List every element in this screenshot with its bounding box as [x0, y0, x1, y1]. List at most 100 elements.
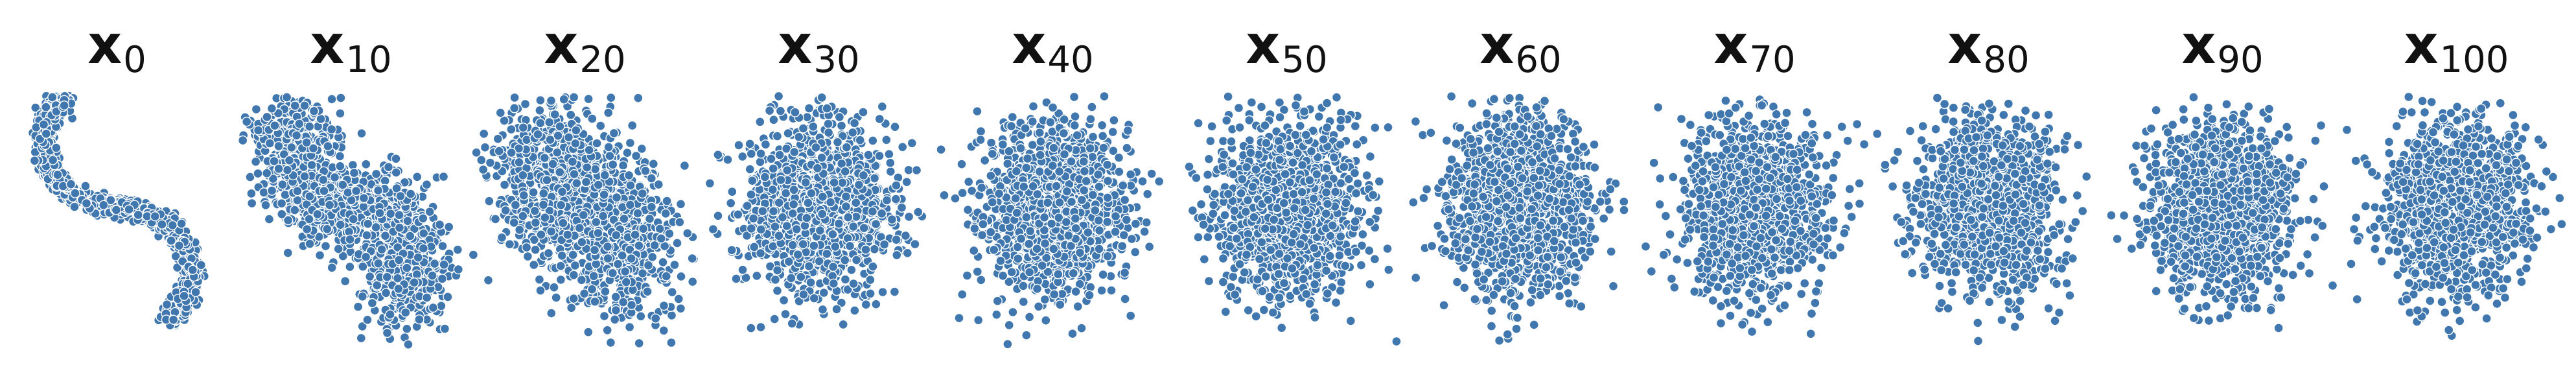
sample-point	[627, 120, 638, 131]
sample-point	[555, 200, 566, 211]
sample-point	[518, 123, 529, 133]
sample-point	[552, 147, 563, 158]
sample-point	[568, 270, 579, 280]
sample-point	[247, 198, 257, 209]
sample-point	[106, 195, 116, 206]
sample-point	[622, 147, 632, 158]
sample-point	[679, 160, 690, 171]
sample-point	[578, 209, 589, 220]
sample-point	[593, 228, 603, 239]
sample-point	[493, 134, 503, 144]
sample-point	[334, 151, 345, 161]
sample-point	[521, 242, 532, 253]
sample-point	[349, 167, 360, 178]
sample-point	[570, 260, 581, 271]
sample-point	[394, 222, 405, 233]
sample-point	[427, 270, 437, 281]
sample-point	[373, 185, 384, 196]
sample-point	[675, 303, 686, 314]
sample-point	[327, 94, 337, 104]
sample-point	[518, 211, 528, 221]
sample-point	[393, 255, 404, 265]
sample-point	[542, 175, 552, 185]
sample-point	[373, 258, 384, 268]
sample-point	[314, 250, 325, 261]
sample-point	[861, 300, 872, 310]
sample-point	[521, 134, 532, 145]
sample-point	[506, 147, 516, 158]
sample-point	[304, 214, 314, 224]
sample-point	[262, 112, 272, 123]
scatter-plot	[27, 91, 209, 331]
sample-point	[392, 273, 403, 283]
sample-point	[557, 187, 568, 197]
sample-point	[41, 128, 52, 139]
sample-point	[539, 188, 549, 199]
sample-point	[509, 217, 519, 228]
sample-point	[687, 253, 697, 264]
sample-point	[81, 198, 92, 209]
sample-point	[282, 165, 293, 175]
sample-point	[787, 318, 797, 329]
sample-point	[591, 217, 601, 228]
sample-point	[555, 274, 566, 285]
sample-point	[611, 230, 621, 241]
sample-point	[574, 222, 585, 233]
sample-point	[605, 150, 615, 161]
sample-point	[292, 185, 303, 196]
step-panel: x30	[702, 0, 936, 378]
sample-point	[506, 124, 516, 135]
sample-point	[569, 169, 579, 180]
sample-point	[329, 172, 340, 183]
sample-point	[571, 125, 581, 136]
sample-point	[409, 278, 419, 288]
sample-point	[490, 214, 501, 224]
sample-point	[631, 150, 642, 161]
sample-point	[434, 219, 445, 230]
sample-point	[499, 180, 510, 190]
panel-title: x10	[234, 14, 468, 81]
sample-point	[741, 230, 752, 241]
sample-point	[322, 224, 332, 235]
sample-point	[305, 191, 315, 202]
sample-point	[277, 179, 288, 190]
sample-point	[494, 146, 504, 156]
sample-point	[259, 187, 269, 198]
sample-point	[602, 325, 612, 335]
sample-point	[382, 272, 393, 282]
sample-point	[646, 202, 657, 212]
sample-point	[546, 308, 557, 318]
sample-point	[581, 176, 592, 187]
sample-point	[320, 241, 331, 252]
sample-point	[636, 143, 647, 154]
sample-point	[358, 261, 368, 272]
sample-point	[662, 196, 672, 206]
sample-point	[675, 217, 685, 228]
sample-point	[439, 324, 450, 334]
sample-point	[437, 274, 448, 284]
sample-point	[509, 92, 520, 103]
sample-point	[644, 213, 655, 224]
sample-point	[625, 200, 636, 210]
sample-point	[530, 217, 541, 228]
sample-point	[318, 174, 329, 185]
sample-point	[530, 244, 540, 255]
sample-point	[191, 287, 201, 298]
sample-point	[898, 142, 908, 152]
sample-point	[386, 208, 396, 219]
sample-point	[402, 263, 412, 273]
sample-point	[535, 105, 545, 115]
sample-point	[150, 211, 161, 222]
sample-point	[881, 135, 892, 145]
sample-point	[871, 299, 881, 309]
scatter-plot	[704, 91, 927, 333]
sample-point	[609, 128, 620, 139]
step-panel: x20	[468, 0, 702, 378]
sample-point	[533, 129, 543, 140]
sample-point	[80, 181, 91, 191]
sample-point	[586, 284, 598, 294]
sample-point	[637, 188, 647, 199]
sample-point	[273, 163, 284, 174]
sample-point	[485, 158, 496, 168]
sample-point	[655, 224, 665, 234]
